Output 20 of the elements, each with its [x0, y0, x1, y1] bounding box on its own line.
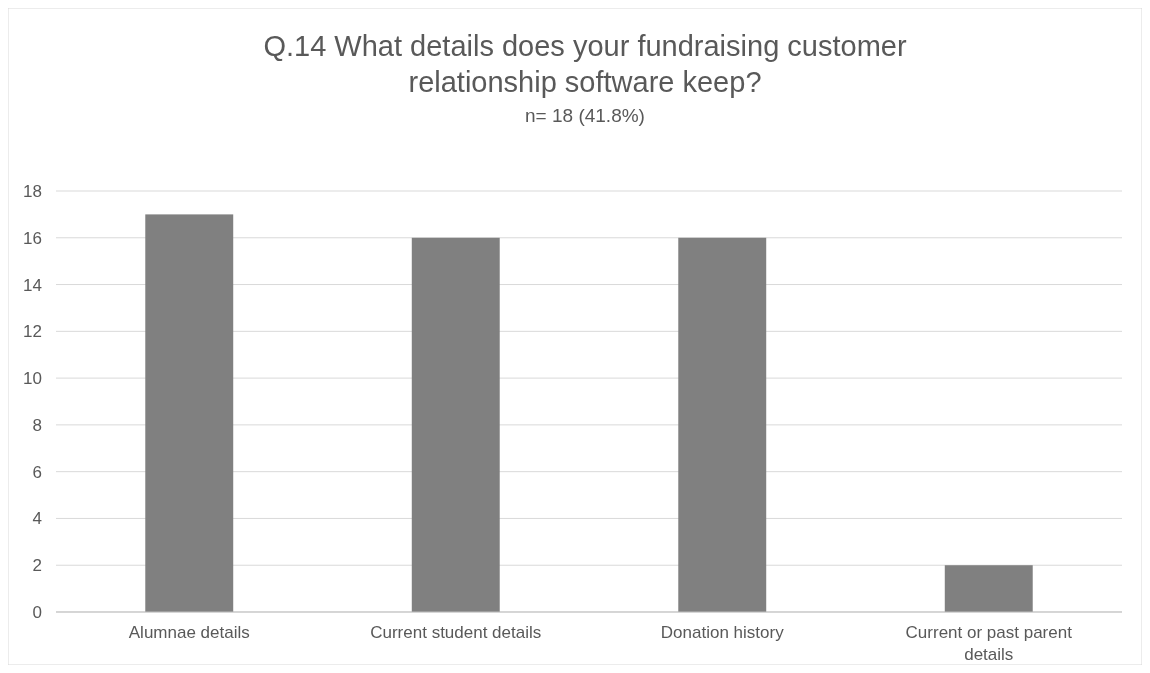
y-tick-label: 8 [32, 415, 42, 435]
bar [411, 237, 500, 612]
x-tick-label: Current student details [370, 623, 542, 642]
x-tick-label: Alumnae details [128, 623, 250, 642]
y-tick-label: 6 [32, 462, 42, 482]
y-tick-label: 4 [32, 509, 42, 529]
bar [944, 565, 1033, 612]
bar [145, 214, 234, 612]
x-tick-label: Current or past parent details [905, 623, 1073, 664]
y-tick-label: 16 [23, 228, 42, 248]
chart-title: Q.14 What details does your fundraising customer relationship software keep? [263, 30, 907, 98]
y-tick-label: 10 [23, 369, 42, 389]
y-tick-label: 2 [32, 556, 42, 576]
chart-subtitle: n= 18 (41.8%) [525, 105, 645, 126]
y-tick-label: 0 [32, 602, 42, 622]
y-tick-label: 12 [23, 322, 42, 342]
y-tick-label: 14 [23, 275, 42, 295]
y-tick-label: 18 [23, 181, 42, 201]
bar [678, 237, 767, 612]
x-tick-label: Donation history [660, 623, 785, 642]
